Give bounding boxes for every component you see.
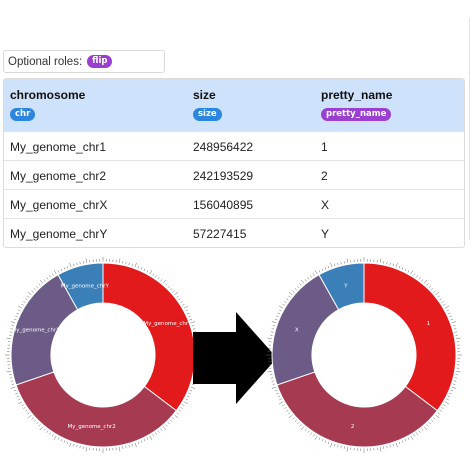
before-segment-2: [15, 371, 177, 448]
flip-role-badge[interactable]: flip: [87, 55, 113, 68]
cell-size: 57227415: [193, 227, 247, 241]
after-tick-ring: [266, 257, 462, 453]
before-tick-ring: [5, 257, 201, 453]
before-segment-label: My_genome_chr1: [143, 321, 191, 327]
after-segment-label: X: [295, 327, 299, 333]
after-segment-4: [318, 262, 365, 311]
optional-roles-label: Optional roles:: [8, 55, 83, 68]
chromosome-table: chromosome chr size size pretty_name pre…: [3, 78, 465, 248]
cell-pretty-name: X: [321, 198, 330, 212]
before-segment-label: My_genome_chr2: [67, 424, 115, 430]
cell-chromosome: My_genome_chr1: [10, 140, 107, 154]
cell-pretty-name: Y: [321, 227, 330, 241]
cell-size: 248956422: [193, 140, 254, 154]
donut-before: My_genome_chr1 My_genome_chr2 My_genome_ch…: [5, 257, 201, 453]
cell-pretty-name: 2: [321, 169, 328, 183]
after-segment-2: [276, 371, 438, 448]
cell-size: 242193529: [193, 169, 254, 183]
right-arrow-icon: [193, 312, 277, 404]
panel-edge-divider: [469, 18, 470, 240]
before-segment-1: [102, 262, 196, 412]
pretty-name-role-badge[interactable]: pretty_name: [321, 108, 392, 121]
table-row: My_genome_chr1 248956422 1: [4, 131, 464, 160]
before-segment-4: [57, 262, 104, 311]
after-segment-label: Y: [343, 283, 348, 289]
column-header-chromosome[interactable]: chromosome chr: [10, 88, 86, 121]
chr-role-badge[interactable]: chr: [10, 108, 36, 121]
table-header: chromosome chr size size pretty_name pre…: [4, 79, 464, 131]
cell-chromosome: My_genome_chrX: [10, 198, 108, 212]
size-role-badge[interactable]: size: [193, 108, 222, 121]
table-row: My_genome_chr2 242193529 2: [4, 160, 464, 189]
after-segment-label: 1: [427, 321, 431, 327]
optional-roles-box: Optional roles: flip: [3, 50, 165, 73]
column-header-pretty-name[interactable]: pretty_name pretty_name: [321, 88, 393, 121]
cell-size: 156040895: [193, 198, 254, 212]
cell-chromosome: My_genome_chr2: [10, 169, 107, 183]
after-segment-label: 2: [351, 424, 355, 430]
cell-chromosome: My_genome_chrY: [10, 227, 108, 241]
table-row: My_genome_chrY 57227415 Y: [4, 218, 464, 247]
before-after-diagram: My_genome_chr1 My_genome_chr2 My_genome_ch…: [5, 257, 462, 453]
table-row: My_genome_chrX 156040895 X: [4, 189, 464, 218]
column-header-size[interactable]: size size: [193, 88, 222, 121]
after-segment-1: [363, 262, 457, 412]
before-segment-label: My_genome_chrY: [61, 283, 110, 289]
cell-pretty-name: 1: [321, 140, 328, 154]
before-segment-label: My_genome_chrX: [11, 327, 60, 333]
donut-after: 1 2 X Y: [266, 257, 462, 453]
